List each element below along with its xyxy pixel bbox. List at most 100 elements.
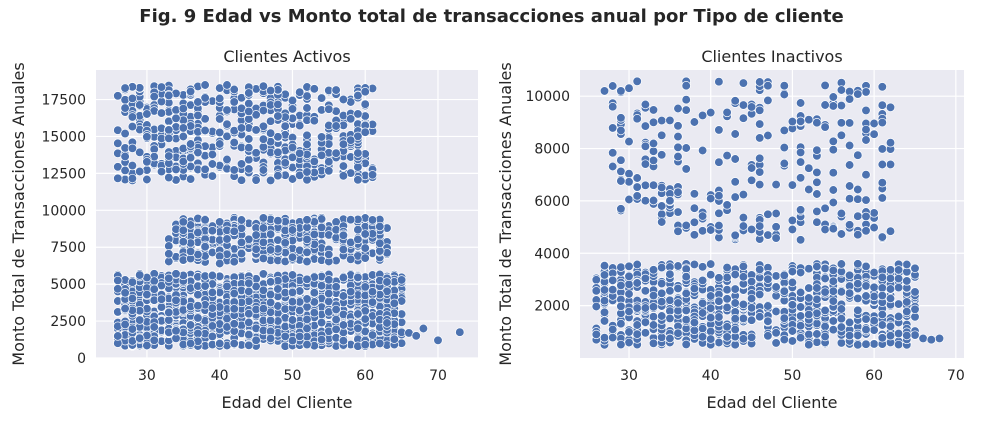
data-point (844, 181, 855, 191)
data-point (608, 102, 618, 112)
data-point (836, 259, 847, 269)
data-point (624, 169, 634, 179)
data-point (207, 149, 218, 160)
data-point (657, 288, 667, 298)
data-point (673, 121, 683, 131)
data-point (861, 87, 871, 97)
data-point (640, 273, 651, 284)
data-point (926, 335, 936, 345)
data-point (746, 303, 757, 313)
data-point (681, 81, 691, 91)
data-point (861, 124, 871, 135)
data-point (812, 294, 822, 304)
data-point (738, 221, 749, 231)
figure-title: Fig. 9 Edad vs Monto total de transaccio… (139, 6, 844, 27)
data-point (730, 314, 740, 324)
data-point (338, 320, 349, 330)
y-tick-label: 5000 (50, 277, 86, 293)
data-point (229, 304, 239, 314)
data-point (722, 262, 732, 273)
data-point (763, 130, 773, 141)
data-point (624, 177, 634, 187)
data-point (779, 270, 789, 280)
data-point (910, 304, 920, 314)
data-point (779, 313, 789, 323)
data-point (844, 194, 855, 204)
data-point (302, 130, 312, 140)
data-point (185, 153, 196, 163)
data-point (804, 329, 814, 340)
data-point (244, 330, 254, 340)
data-point (648, 338, 659, 348)
data-point (265, 245, 276, 255)
data-point (229, 338, 239, 349)
data-point (795, 205, 806, 215)
data-point (331, 282, 341, 292)
data-point (902, 330, 912, 341)
data-point (697, 275, 708, 286)
data-point (795, 321, 806, 331)
data-point (616, 319, 626, 329)
data-point (681, 288, 691, 299)
data-point (820, 287, 830, 297)
data-point (648, 290, 659, 301)
data-point (714, 273, 724, 283)
data-point (178, 237, 188, 247)
data-point (885, 273, 896, 284)
data-point (164, 90, 174, 101)
data-point (295, 120, 305, 131)
data-point (608, 123, 618, 133)
data-point (853, 230, 863, 240)
y-tick-label: 2500 (50, 314, 86, 330)
data-point (795, 302, 806, 312)
data-point (353, 175, 363, 185)
data-point (763, 331, 773, 341)
data-point (771, 328, 781, 338)
data-point (302, 234, 312, 245)
data-point (869, 339, 879, 349)
data-point (258, 134, 269, 144)
data-point (244, 134, 254, 144)
data-point (599, 307, 610, 317)
data-point (706, 225, 716, 235)
data-point (258, 165, 269, 175)
data-point (648, 138, 659, 149)
data-point (287, 252, 298, 262)
data-point (178, 217, 188, 227)
data-point (812, 308, 822, 318)
data-point (697, 226, 708, 236)
data-point (599, 270, 610, 280)
data-point (251, 148, 261, 158)
data-point (309, 308, 319, 318)
data-point (640, 141, 651, 151)
data-point (244, 309, 254, 319)
data-point (730, 192, 740, 202)
data-point (302, 175, 312, 185)
data-point (324, 166, 334, 176)
data-point (624, 306, 634, 317)
data-point (599, 261, 610, 271)
data-point (836, 85, 847, 95)
data-point (820, 321, 830, 332)
data-point (828, 296, 838, 306)
data-point (113, 331, 123, 341)
data-point (844, 330, 855, 341)
data-point (771, 338, 781, 348)
data-point (755, 264, 765, 275)
data-point (287, 104, 298, 114)
data-point (861, 211, 871, 222)
data-point (697, 323, 708, 334)
data-point (877, 159, 887, 170)
data-point (877, 283, 887, 293)
data-point (795, 333, 806, 343)
data-point (360, 229, 370, 239)
data-point (812, 167, 822, 178)
data-point (640, 317, 651, 327)
data-point (746, 332, 757, 342)
data-point (273, 99, 283, 110)
data-point (244, 106, 254, 117)
data-point (244, 340, 254, 350)
data-point (616, 125, 626, 136)
data-point (681, 305, 691, 316)
data-point (681, 272, 691, 282)
